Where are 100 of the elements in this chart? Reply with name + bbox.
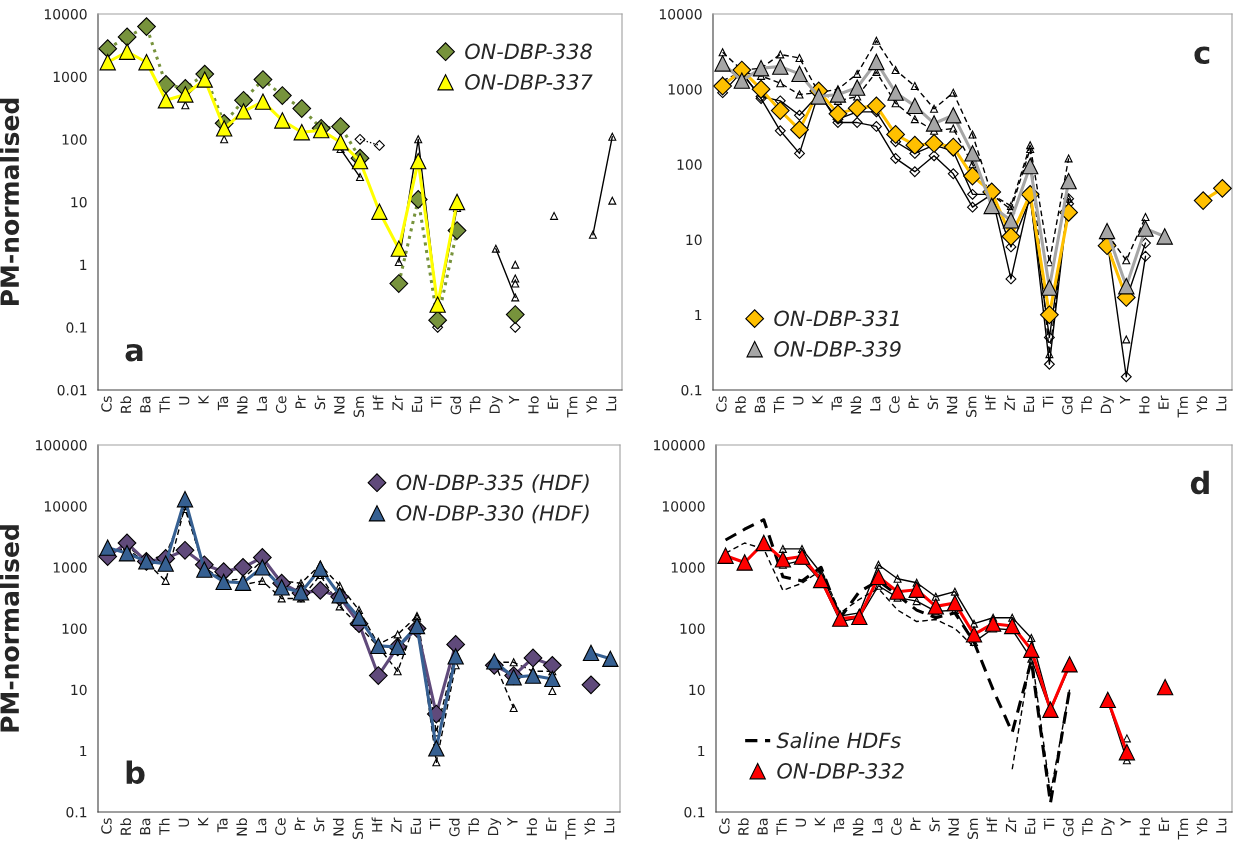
x-tick-label: Eu <box>411 396 423 412</box>
x-tick-label: Yb <box>1196 396 1208 413</box>
x-tick-label: Ho <box>526 818 538 836</box>
x-tick-label: Hf <box>372 395 384 410</box>
x-tick-label: Sm <box>353 396 365 417</box>
x-tick-label: Dy <box>488 817 502 836</box>
y-tick-label: 0.1 <box>684 806 705 818</box>
x-tick-label: U <box>178 818 190 827</box>
legend-label: ON-DBP-338 <box>465 43 592 60</box>
x-tick-label: K <box>814 817 825 826</box>
y-tick-label: 100 <box>680 623 705 634</box>
x-tick-label: Tb <box>1081 396 1092 413</box>
legend-label: ON-DBP-339 <box>774 341 901 357</box>
x-tick-label: Ce <box>889 396 900 414</box>
x-tick-label: Gd <box>450 396 462 415</box>
x-tick-label: Yb <box>1196 818 1208 835</box>
x-tick-label: Eu <box>1025 818 1036 834</box>
x-tick-label: Ti <box>429 818 441 830</box>
y-tick-label: 1000 <box>53 562 87 573</box>
x-tick-label: Sm <box>967 818 979 839</box>
y-tick-label: 10 <box>689 684 705 696</box>
x-tick-label: K <box>198 395 209 404</box>
x-tick-label: Ta <box>831 396 842 411</box>
x-tick-label: Zr <box>391 817 402 833</box>
x-tick-label: Zr <box>1004 395 1015 411</box>
x-tick-label: K <box>812 395 823 404</box>
x-tick-label: Yb <box>586 396 597 413</box>
x-tick-label: Hf <box>986 817 997 832</box>
x-tick-label: Nb <box>850 396 862 414</box>
y-tick-label: 10000 <box>44 8 87 20</box>
x-tick-label: Ce <box>891 818 902 836</box>
legend-label: ON-DBP-337 <box>465 74 593 90</box>
x-tick-label: Tm <box>1177 818 1189 840</box>
x-tick-label: Cs <box>101 396 112 412</box>
x-tick-label: Sr <box>314 395 326 410</box>
x-tick-label: Gd <box>1062 818 1074 837</box>
x-tick-label: Th <box>776 818 787 835</box>
x-tick-label: Ta <box>217 396 229 411</box>
x-tick-label: Y <box>508 395 520 405</box>
x-tick-label: U <box>793 396 804 405</box>
x-tick-label: U <box>795 818 807 827</box>
y-tick-label: 0.1 <box>66 322 87 333</box>
y-tick-label: 1 <box>698 745 705 757</box>
x-tick-label: Lu <box>606 396 617 411</box>
x-tick-label: Pr <box>908 395 919 409</box>
x-tick-label: Zr <box>1005 817 1017 833</box>
x-tick-label: Dy <box>1100 395 1114 414</box>
legend-label: ON-DBP-331 <box>774 310 899 327</box>
x-tick-label: Tb <box>1081 818 1093 835</box>
y-tick-label: 0.1 <box>66 806 87 818</box>
x-tick-label: Ba <box>140 396 151 413</box>
x-tick-label: Hf <box>371 817 383 832</box>
x-tick-label: Ti <box>1043 818 1055 830</box>
x-tick-label: Ti <box>430 396 442 408</box>
y-tick-label: 10 <box>71 196 87 208</box>
x-tick-label: Sr <box>313 817 325 832</box>
x-tick-label: Ba <box>140 818 151 835</box>
x-tick-label: U <box>179 396 190 405</box>
y-tick-label: 10 <box>71 684 87 696</box>
x-tick-label: Sm <box>966 396 977 417</box>
legend-label: ON-DBP-335 (HDF) <box>396 474 589 493</box>
x-tick-label: Eu <box>1023 396 1035 412</box>
x-tick-label: Cs <box>716 396 727 412</box>
legend-label: ON-DBP-330 (HDF) <box>396 504 589 524</box>
x-tick-label: Nd <box>333 396 345 414</box>
x-tick-label: Sm <box>352 818 364 839</box>
x-tick-label: Y <box>1119 395 1131 405</box>
y-tick-label: 0.1 <box>681 384 702 396</box>
y-tick-label: 1 <box>695 309 702 321</box>
x-tick-label: Th <box>159 396 170 413</box>
x-tick-label: Lu <box>1216 396 1227 411</box>
x-tick-label: Eu <box>410 818 422 834</box>
x-tick-label: Ce <box>275 396 287 414</box>
annotation: c <box>1194 46 1210 64</box>
x-tick-label: Tb <box>468 818 480 835</box>
legend-label: Saline HDFs <box>776 732 901 749</box>
x-tick-label: Cs <box>101 818 112 834</box>
x-tick-label: Nd <box>332 818 344 836</box>
x-tick-label: Dy <box>489 395 503 414</box>
annotation: a <box>125 343 143 362</box>
x-tick-label: Lu <box>1216 818 1227 833</box>
x-tick-label: Dy <box>1101 817 1115 836</box>
x-tick-label: Rb <box>120 818 132 835</box>
x-tick-label: Nd <box>948 818 959 836</box>
x-tick-label: Y <box>507 817 518 827</box>
legend-label: ON-DBP-332 <box>777 763 904 779</box>
x-tick-label: Ho <box>1139 396 1150 414</box>
x-tick-label: Ce <box>275 818 286 836</box>
x-tick-label: Pr <box>294 817 305 831</box>
x-tick-label: Zr <box>392 395 403 411</box>
x-tick-label: Gd <box>1061 396 1073 415</box>
x-tick-label: Nb <box>236 396 248 414</box>
x-tick-label: Er <box>546 817 557 831</box>
x-tick-label: Cs <box>719 818 730 834</box>
x-tick-label: Y <box>1120 817 1131 827</box>
x-tick-label: La <box>872 818 883 833</box>
x-tick-label: Ho <box>1139 818 1151 836</box>
x-tick-label: Hf <box>985 395 996 410</box>
x-tick-label: Ta <box>833 818 845 833</box>
y-tick-label: 10000 <box>659 8 702 20</box>
